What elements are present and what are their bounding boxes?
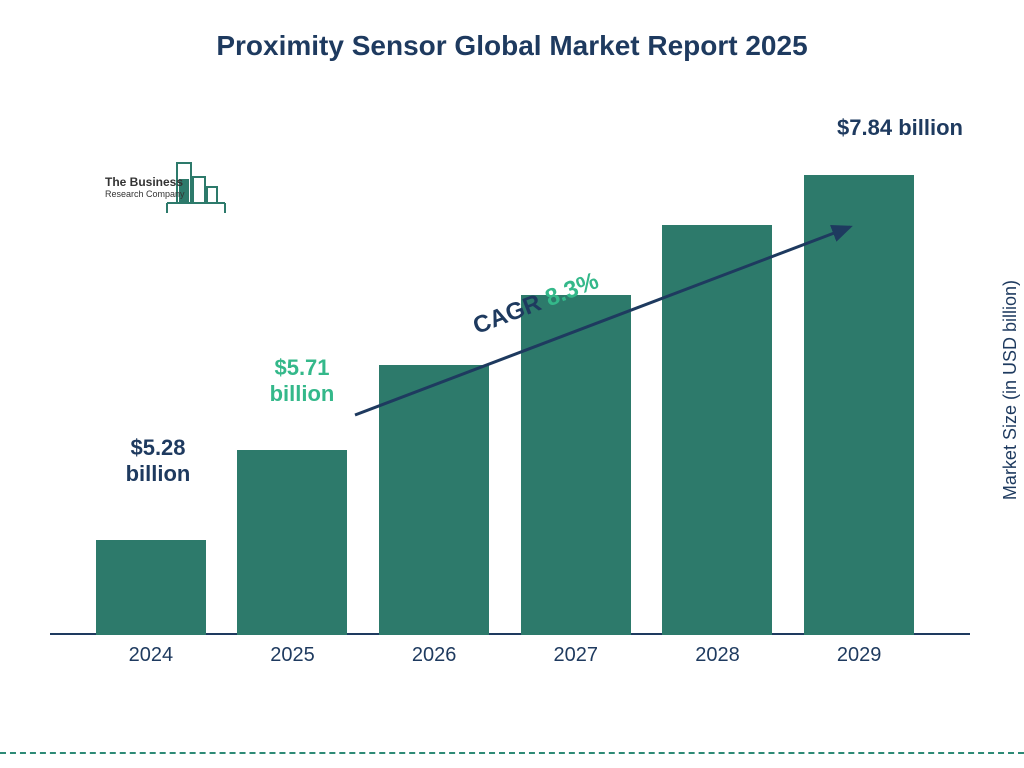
value-label-2024: $5.28billion (98, 435, 218, 488)
arrow-line (355, 227, 850, 415)
value-label-2029: $7.84 billion (810, 115, 990, 141)
bar-2025: 2025 (237, 450, 347, 635)
trend-arrow-icon (350, 205, 880, 425)
value-label-2025: $5.71billion (242, 355, 362, 408)
year-label: 2028 (695, 644, 740, 667)
chart-title: Proximity Sensor Global Market Report 20… (0, 0, 1024, 62)
bar-rect (96, 540, 206, 635)
year-label: 2025 (270, 644, 315, 667)
bottom-dashed-line (0, 752, 1024, 754)
year-label: 2029 (837, 644, 882, 667)
year-label: 2027 (554, 644, 599, 667)
year-label: 2026 (412, 644, 457, 667)
bar-2024: 2024 (96, 540, 206, 635)
y-axis-label: Market Size (in USD billion) (1000, 280, 1021, 500)
bar-rect (237, 450, 347, 635)
year-label: 2024 (129, 644, 174, 667)
chart-area: The Business Research Company 2024 2025 … (70, 130, 940, 670)
